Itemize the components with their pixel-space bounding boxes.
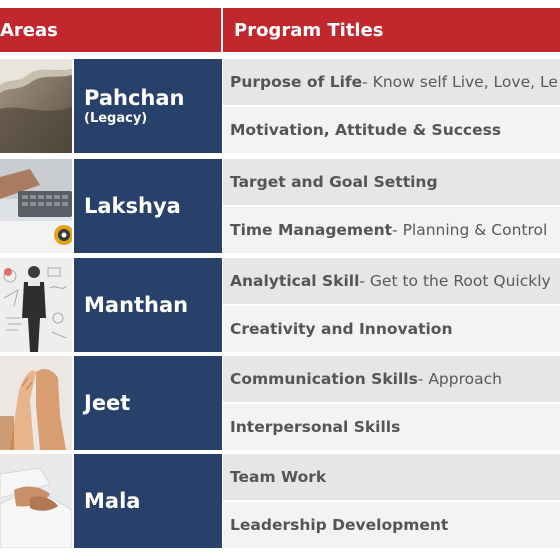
program-titles-header-label: Program Titles: [234, 19, 384, 41]
area-name: Pahchan: [84, 85, 185, 110]
program-title: Team Work: [230, 468, 327, 486]
area-row-mala: Mala Team Work Leadership Development: [0, 454, 560, 548]
program-title: Communication Skills: [230, 370, 418, 388]
program-row: Motivation, Attitude & Success: [223, 107, 560, 153]
program-row: Time Management - Planning & Control: [223, 207, 560, 253]
area-cell-manthan: Manthan: [74, 258, 222, 352]
table-header: Areas Program Titles: [0, 8, 560, 52]
program-row: Target and Goal Setting: [223, 159, 560, 205]
areas-header: Areas: [0, 8, 221, 52]
program-row: Creativity and Innovation: [223, 306, 560, 352]
area-cell-mala: Mala: [74, 454, 222, 548]
program-row: Communication Skills - Approach: [223, 356, 560, 402]
area-row-jeet: Jeet Communication Skills - Approach Int…: [0, 356, 560, 450]
area-name: Jeet: [84, 391, 131, 415]
area-cell-lakshya: Lakshya: [74, 159, 222, 253]
handshake-photo: [0, 454, 72, 548]
program-row: Purpose of Life - Know self Live, Love, …: [223, 59, 560, 105]
program-title: Creativity and Innovation: [230, 320, 453, 338]
program-row: Analytical Skill - Get to the Root Quick…: [223, 258, 560, 304]
hands-high-five-photo: [0, 356, 72, 450]
area-name: Lakshya: [84, 194, 181, 218]
program-titles-header: Program Titles: [223, 8, 560, 52]
man-at-sketch-board-photo: [0, 258, 72, 352]
program-row: Interpersonal Skills: [223, 404, 560, 450]
area-row-pahchan: Pahchan (Legacy) Purpose of Life - Know …: [0, 59, 560, 153]
program-title: Time Management: [230, 221, 393, 239]
laptop-target-photo: [0, 159, 72, 253]
area-row-manthan: Manthan Analytical Skill - Get to the Ro…: [0, 258, 560, 352]
program-title: Purpose of Life: [230, 73, 363, 91]
areas-header-label: Areas: [0, 19, 58, 41]
program-title: Analytical Skill: [230, 272, 360, 290]
beach-shoreline-photo: [0, 59, 72, 153]
area-cell-jeet: Jeet: [74, 356, 222, 450]
program-title: Interpersonal Skills: [230, 418, 401, 436]
program-title: Target and Goal Setting: [230, 173, 438, 191]
area-subtitle: (Legacy): [84, 110, 148, 126]
program-row: Team Work: [223, 454, 560, 500]
area-cell-pahchan: Pahchan (Legacy): [74, 59, 222, 153]
program-row: Leadership Development: [223, 502, 560, 548]
program-title: Motivation, Attitude & Success: [230, 121, 502, 139]
area-row-lakshya: Lakshya Target and Goal Setting Time Man…: [0, 159, 560, 253]
area-name: Mala: [84, 489, 141, 513]
program-description: - Planning & Control: [392, 221, 548, 239]
program-title: Leadership Development: [230, 516, 449, 534]
area-name: Manthan: [84, 293, 189, 317]
program-description: - Approach: [417, 370, 502, 388]
program-description: - Get to the Root Quickly: [359, 272, 551, 290]
program-description: - Know self Live, Love, Le: [362, 73, 558, 91]
